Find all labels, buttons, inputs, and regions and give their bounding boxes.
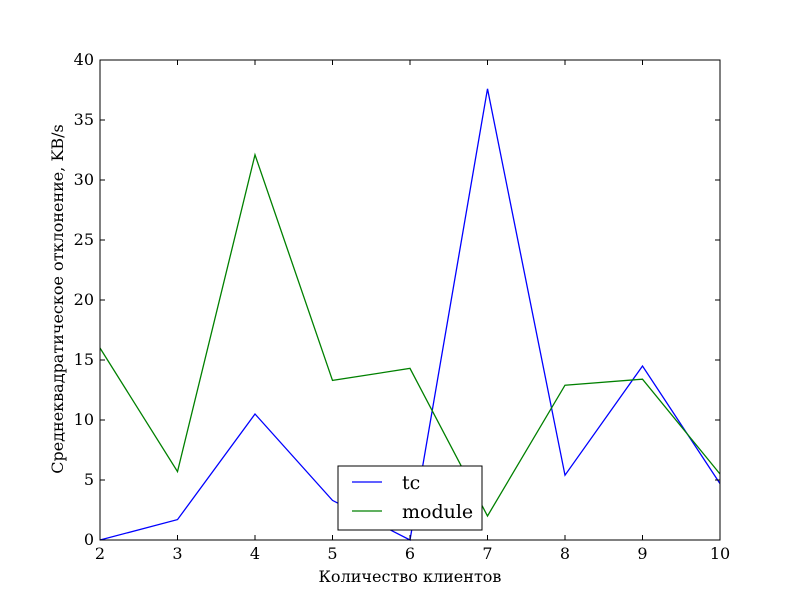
x-axis-ticks: 2 3 4 5 6 7 8 9 10 (95, 60, 730, 563)
x-tick-label: 6 (405, 544, 415, 563)
y-tick-label: 30 (74, 170, 94, 189)
y-tick-label: 5 (84, 470, 94, 489)
y-tick-label: 15 (74, 350, 94, 369)
x-axis-label: Количество клиентов (319, 567, 502, 586)
x-tick-label: 10 (710, 544, 730, 563)
series-line-module (99, 152, 721, 518)
legend: tc module (337, 465, 483, 531)
y-tick-label: 10 (74, 410, 94, 429)
x-tick-label: 7 (482, 544, 492, 563)
x-tick-label: 5 (327, 544, 337, 563)
y-tick-label: 40 (74, 50, 94, 69)
x-tick-label: 2 (95, 544, 105, 563)
y-tick-label: 35 (74, 110, 94, 129)
y-tick-label: 0 (84, 530, 94, 549)
legend-box (337, 465, 483, 531)
y-axis-ticks: 0 5 10 15 20 25 30 35 40 (74, 50, 720, 549)
x-tick-label: 4 (250, 544, 260, 563)
x-tick-label: 8 (560, 544, 570, 563)
y-tick-label: 25 (74, 230, 94, 249)
x-tick-label: 9 (637, 544, 647, 563)
y-tick-label: 20 (74, 290, 94, 309)
x-tick-label: 3 (172, 544, 182, 563)
y-axis-label: Среднеквадратическое отклонение, KB/s (48, 124, 67, 474)
legend-label-tc: tc (402, 472, 420, 494)
legend-label-module: module (402, 501, 473, 523)
